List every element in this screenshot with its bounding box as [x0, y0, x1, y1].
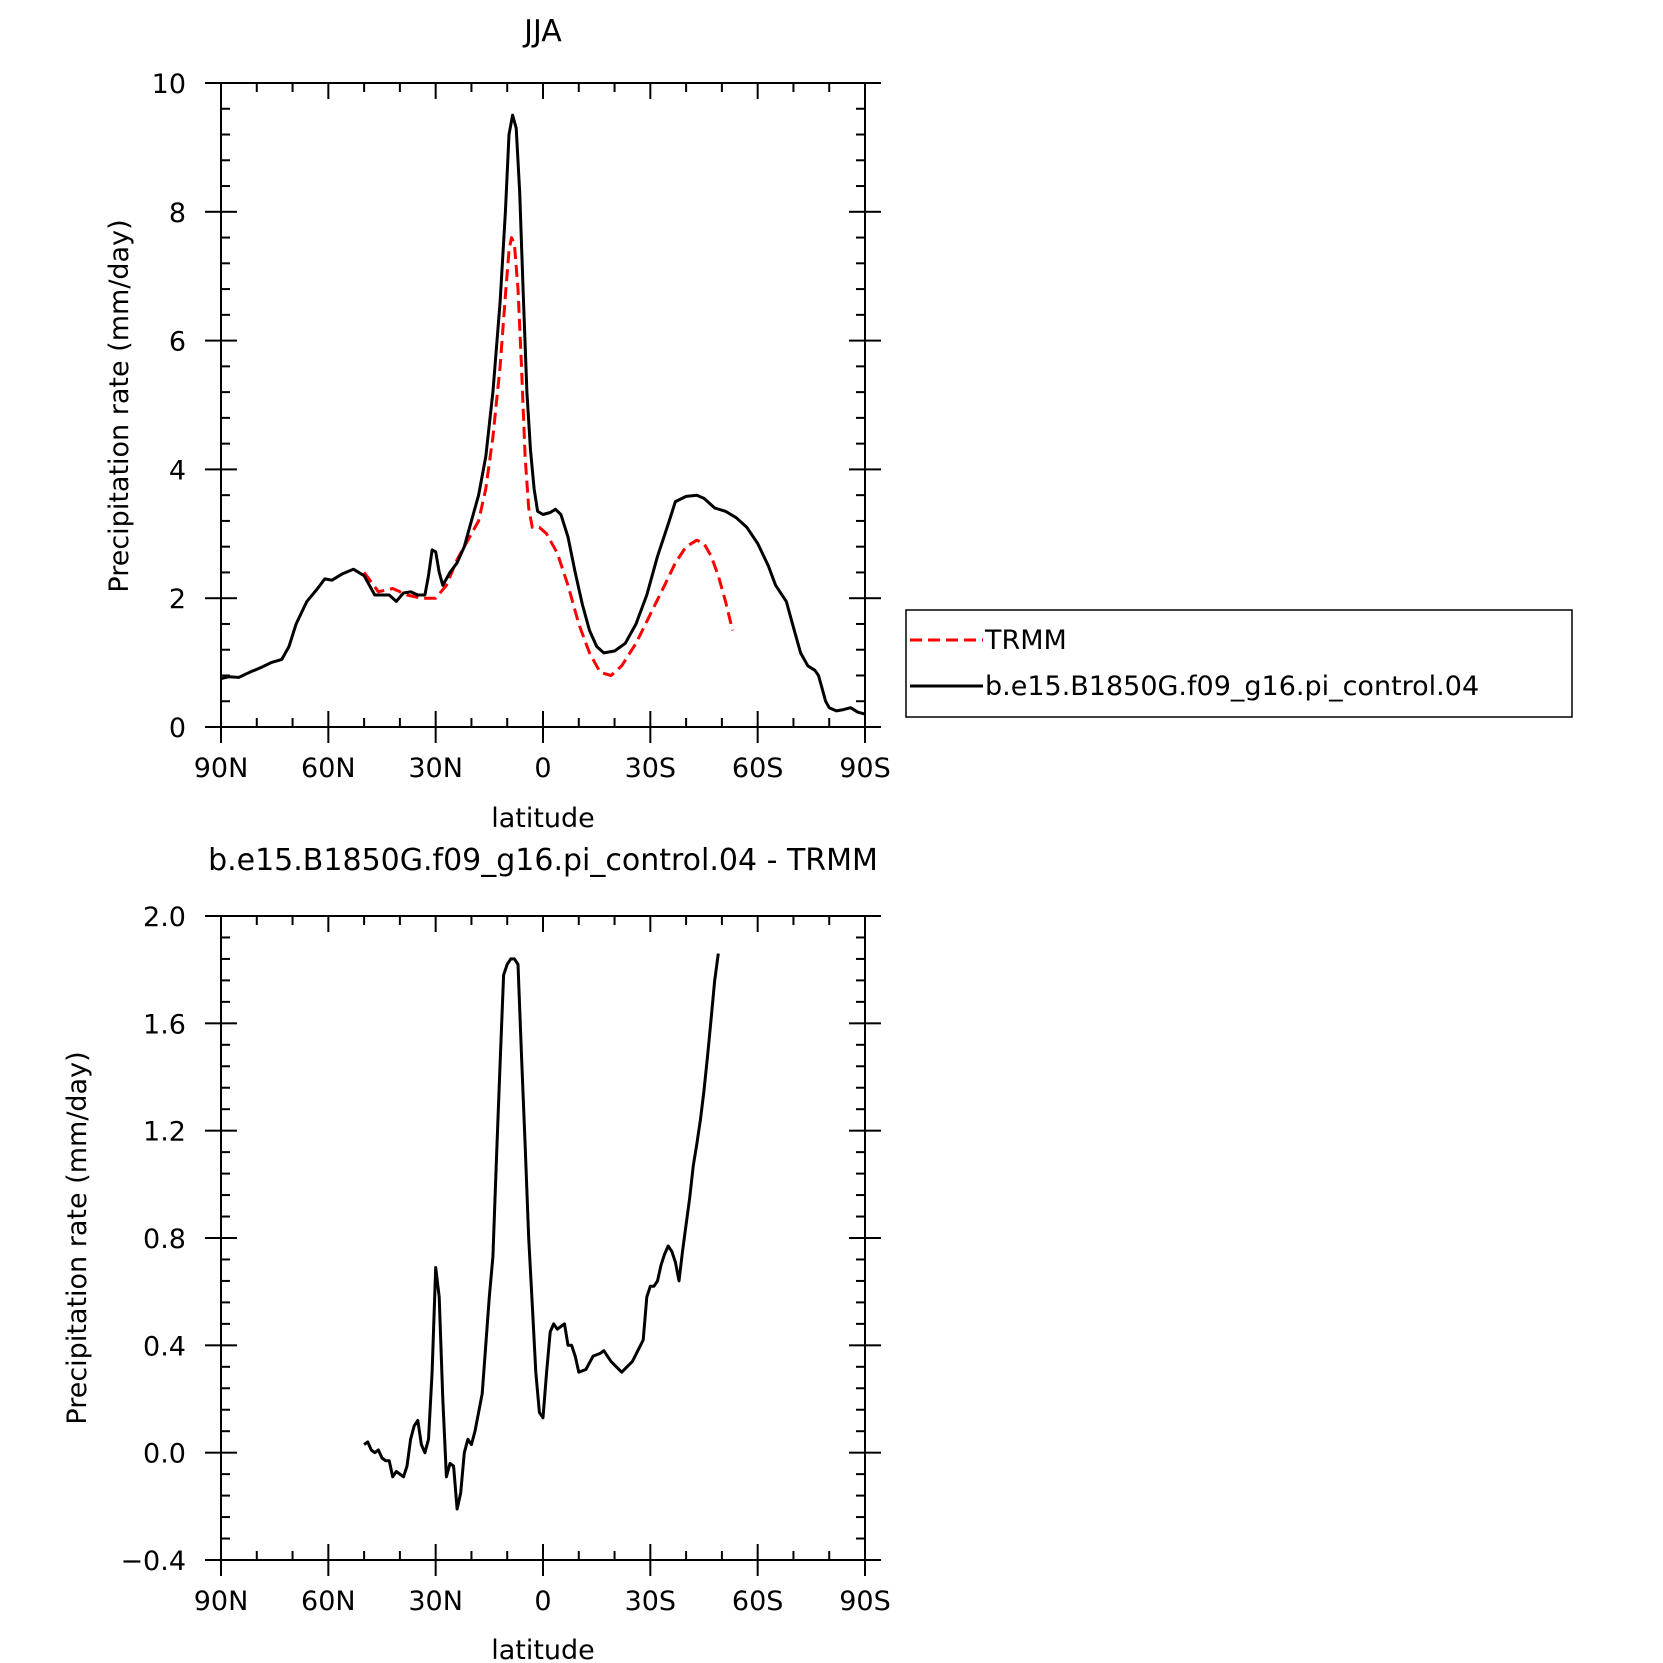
top-panel-series: [220, 113, 866, 716]
bottom-panel-y-tick-label: 0.0: [143, 1439, 186, 1470]
top-panel-x-tick-label: 60N: [301, 753, 356, 784]
top-panel-x-tick-label: 90N: [194, 753, 249, 784]
bottom-panel-series: [363, 953, 720, 1511]
top-panel-x-tick-label: 30N: [408, 753, 463, 784]
top-panel-y-tick-label: 10: [152, 69, 186, 100]
bottom-panel-y-tick-label: 2.0: [143, 902, 186, 933]
legend: TRMM b.e15.B1850G.f09_g16.pi_control.04: [905, 609, 1573, 718]
top-panel-x-tick-label: 60S: [732, 753, 784, 784]
top-panel-series-trmm: [362, 236, 735, 677]
bottom-panel-x-label: latitude: [491, 1635, 595, 1663]
top-panel-y-tick-label: 0: [169, 713, 186, 744]
bottom-panel-x-tick-label: 30N: [408, 1586, 463, 1617]
bottom-panel-y-tick-label: 0.8: [143, 1224, 186, 1255]
bottom-panel-y-tick-label: 0.4: [143, 1331, 186, 1362]
bottom-panel-y-label: Precipitation rate (mm/day): [62, 1051, 93, 1424]
bottom-panel: b.e15.B1850G.f09_g16.pi_control.04 - TRM…: [62, 843, 891, 1663]
legend-label-trmm: TRMM: [984, 625, 1067, 656]
bottom-panel-y-tick-label: 1.6: [143, 1009, 186, 1040]
bottom-panel-y-tick-label: 1.2: [143, 1117, 186, 1148]
top-panel-ticks: 90N 60N 30N 0 30S 60S 90S 0 2 4 6 8 10: [152, 69, 891, 784]
bottom-panel-x-tick-label: 90S: [839, 1586, 891, 1617]
top-panel-title: JJA: [522, 14, 562, 49]
bottom-panel-series-difference: [363, 953, 720, 1511]
top-panel-y-tick-label: 2: [169, 584, 186, 615]
top-panel-x-label: latitude: [491, 803, 595, 834]
bottom-panel-x-tick-label: 30S: [625, 1586, 677, 1617]
legend-box: [905, 609, 1573, 718]
top-panel: JJA latitude Precipitation rate (mm/day)…: [104, 14, 1573, 834]
bottom-panel-x-tick-label: 90N: [194, 1586, 249, 1617]
top-panel-series-b-e15-b1850g-f09-g16-pi-control-04: [220, 113, 866, 716]
bottom-panel-y-tick-label: −0.4: [120, 1546, 186, 1577]
bottom-panel-x-tick-label: 60N: [301, 1586, 356, 1617]
bottom-panel-x-tick-label: 0: [534, 1586, 551, 1617]
top-panel-y-label: Precipitation rate (mm/day): [104, 219, 135, 592]
top-panel-y-tick-label: 4: [169, 455, 186, 486]
top-panel-x-tick-label: 30S: [625, 753, 677, 784]
legend-label-model: b.e15.B1850G.f09_g16.pi_control.04: [985, 671, 1479, 702]
top-panel-y-tick-label: 6: [169, 327, 186, 358]
bottom-panel-title: b.e15.B1850G.f09_g16.pi_control.04 - TRM…: [208, 843, 878, 878]
top-panel-x-tick-label: 90S: [839, 753, 891, 784]
top-panel-y-tick-label: 8: [169, 198, 186, 229]
bottom-panel-ticks: 90N 60N 30N 0 30S 60S 90S −0.4 0.0 0.4 0.8 1.2 1.6 2.…: [120, 902, 890, 1617]
top-panel-axes-frame: [220, 82, 866, 728]
top-panel-x-tick-label: 0: [534, 753, 551, 784]
bottom-panel-x-tick-label: 60S: [732, 1586, 784, 1617]
bottom-panel-axes-frame: [220, 915, 866, 1561]
